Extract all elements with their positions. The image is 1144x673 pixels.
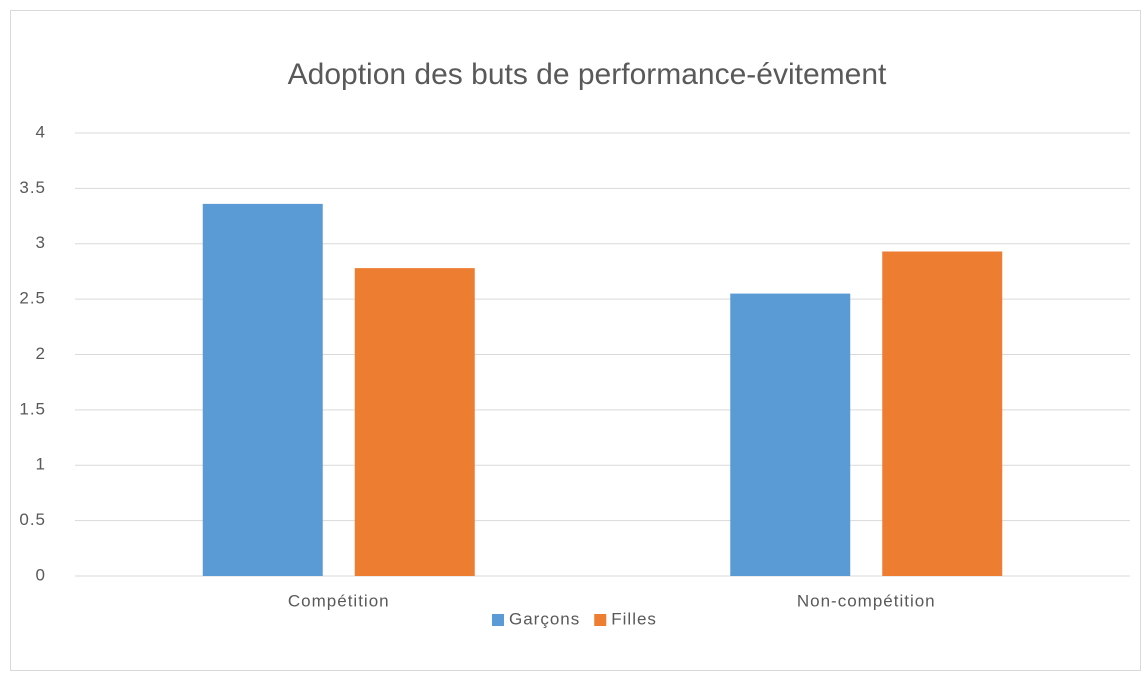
y-tick-label: 2 xyxy=(36,344,46,363)
legend-swatch xyxy=(594,614,607,626)
y-tick-label: 1.5 xyxy=(19,399,46,418)
y-tick-label: 0 xyxy=(36,565,46,584)
x-tick-label: Non-compétition xyxy=(797,591,936,610)
legend-swatch xyxy=(492,614,504,626)
y-tick-label: 2.5 xyxy=(19,289,46,308)
bar xyxy=(882,251,1003,576)
bar xyxy=(730,293,851,576)
legend-label: Garçons xyxy=(509,609,580,628)
y-tick-label: 3 xyxy=(36,233,46,252)
x-tick-label: Compétition xyxy=(288,591,390,610)
y-tick-label: 3.5 xyxy=(19,178,46,197)
bar xyxy=(202,203,323,576)
y-tick-label: 0.5 xyxy=(19,510,46,529)
legend-label: Filles xyxy=(611,609,657,628)
y-tick-label: 4 xyxy=(36,122,46,141)
y-tick-label: 1 xyxy=(36,455,46,474)
bar xyxy=(354,268,475,576)
chart-title: Adoption des buts de performance-éviteme… xyxy=(288,58,887,91)
